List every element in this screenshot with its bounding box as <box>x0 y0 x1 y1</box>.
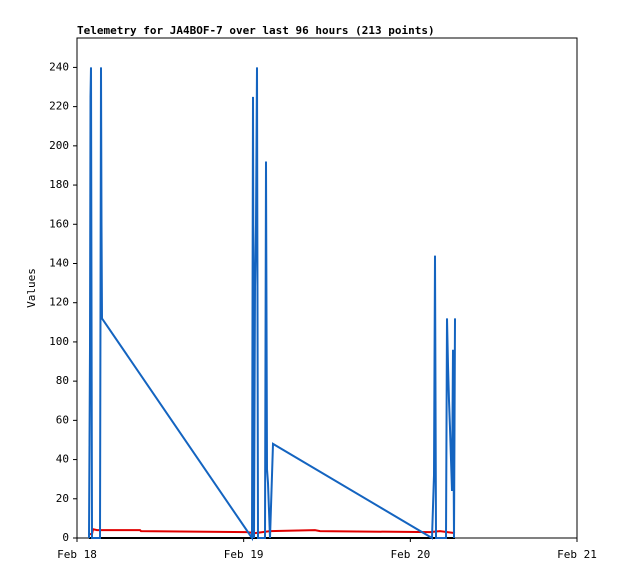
y-tick-label: 180 <box>49 178 69 191</box>
y-tick-label: 40 <box>56 453 69 466</box>
x-tick-label: Feb 19 <box>224 548 264 561</box>
x-tick-label: Feb 18 <box>57 548 97 561</box>
series-line <box>88 67 456 542</box>
y-tick-label: 240 <box>49 60 69 73</box>
y-tick-label: 60 <box>56 413 69 426</box>
x-tick-label: Feb 21 <box>557 548 597 561</box>
y-tick-label: 100 <box>49 335 69 348</box>
y-tick-label: 80 <box>56 374 69 387</box>
y-tick-label: 160 <box>49 217 69 230</box>
y-tick-label: 140 <box>49 256 69 269</box>
y-tick-label: 0 <box>62 531 69 544</box>
y-tick-label: 220 <box>49 100 69 113</box>
x-tick-label: Feb 20 <box>390 548 430 561</box>
chart-title: Telemetry for JA4BOF-7 over last 96 hour… <box>77 24 435 37</box>
y-tick-label: 200 <box>49 139 69 152</box>
plot-frame <box>76 37 578 539</box>
y-tick-label: 120 <box>49 296 69 309</box>
series-line <box>89 527 456 536</box>
y-axis-label: Values <box>25 268 38 308</box>
y-tick-label: 20 <box>56 492 69 505</box>
